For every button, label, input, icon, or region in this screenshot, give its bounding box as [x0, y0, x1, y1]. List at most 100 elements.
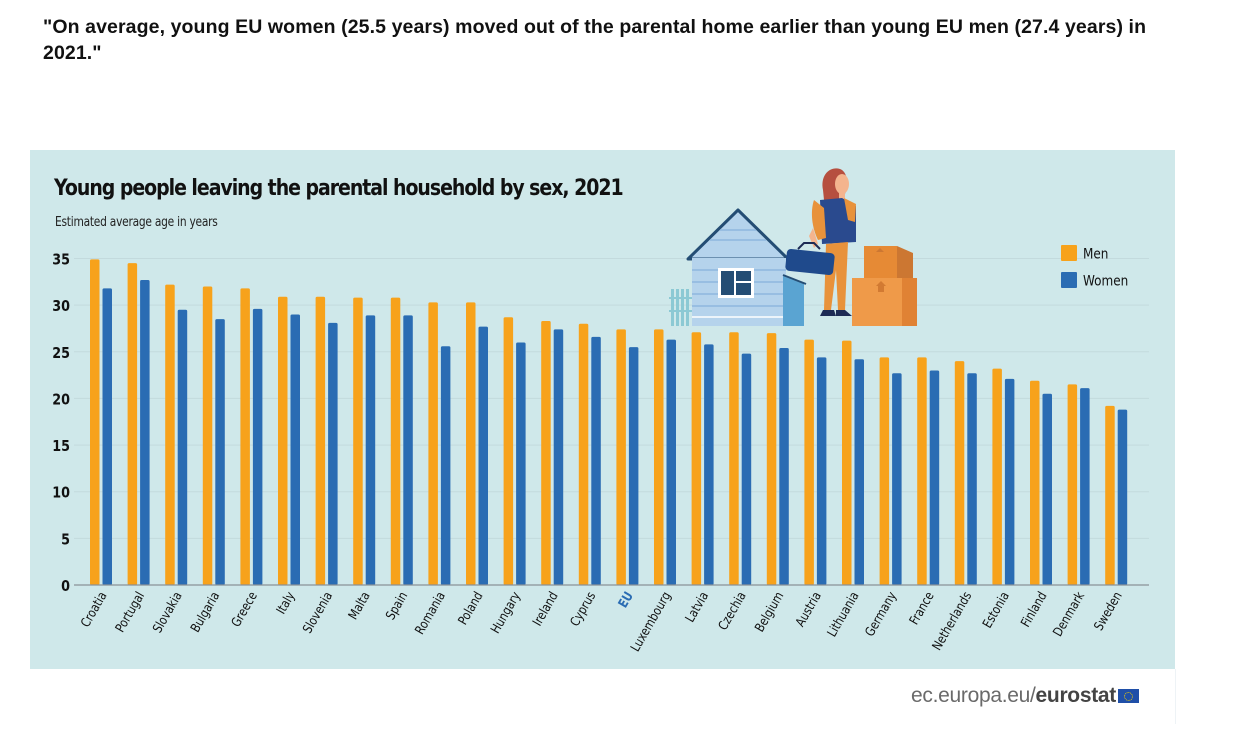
bar-women-eu	[628, 347, 639, 585]
x-tick-label: Italy	[273, 589, 298, 617]
bar-women-austria	[816, 357, 827, 585]
bar-women-lithuania	[854, 359, 864, 585]
bar-men-eu	[616, 329, 626, 585]
fence-icon	[669, 289, 693, 326]
source-prefix: ec.europa.eu/	[911, 684, 1036, 707]
bar-men-denmark	[1067, 384, 1078, 585]
x-tick-label: Latvia	[682, 589, 711, 625]
x-tick-label: Slovakia	[149, 589, 185, 635]
bar-women-france	[929, 370, 940, 585]
x-tick-label: Romania	[412, 589, 449, 637]
x-tick-label: Germany	[862, 589, 900, 639]
y-tick-label: 15	[52, 438, 70, 455]
bar-men-sweden	[1105, 405, 1115, 585]
y-tick-label: 5	[61, 531, 70, 548]
bar-men-france	[917, 357, 927, 585]
bar-women-ireland	[553, 329, 564, 585]
bar-women-finland	[1042, 393, 1052, 585]
bar-women-netherlands	[967, 373, 977, 585]
bar-women-poland	[478, 326, 488, 585]
bar-men-italy	[278, 296, 288, 585]
headline-quote: "On average, young EU women (25.5 years)…	[43, 16, 1147, 64]
gridlines	[74, 258, 1149, 539]
moving-out-illustration	[669, 168, 917, 326]
eu-flag-icon	[1117, 689, 1139, 703]
bar-men-slovakia	[165, 284, 175, 585]
bar-women-estonia	[1004, 378, 1015, 585]
x-tick-label: Malta	[345, 589, 373, 622]
bar-men-ireland	[541, 321, 551, 585]
x-tick-label: France	[906, 589, 937, 627]
x-tick-label: EU	[615, 589, 636, 610]
y-tick-label: 35	[52, 252, 70, 269]
bar-women-slovakia	[177, 309, 188, 585]
infographic-panel: 0 5 10 15 20 25 30 35	[30, 150, 1175, 669]
x-tick-label: Croatia	[77, 589, 109, 630]
x-tick-label: Finland	[1018, 589, 1050, 630]
legend-swatch-men	[1061, 245, 1077, 261]
bar-men-netherlands	[954, 361, 965, 585]
legend: Men Women	[1061, 245, 1128, 290]
x-tick-label: Spain	[383, 589, 411, 622]
woman-icon	[809, 168, 856, 316]
bar-men-bulgaria	[202, 286, 213, 585]
bar-men-finland	[1030, 380, 1040, 585]
y-tick-label: 10	[52, 485, 70, 502]
bar-women-spain	[403, 315, 413, 585]
bar-women-belgium	[779, 348, 789, 585]
y-tick-label: 0	[61, 578, 70, 595]
x-tick-label: Portugal	[112, 589, 147, 635]
bar-women-latvia	[704, 344, 714, 585]
source-credit[interactable]: ec.europa.eu/eurostat	[911, 684, 1139, 708]
x-axis-labels: Croatia Portugal Slovakia Bulgaria Greece Ita…	[77, 589, 1125, 654]
x-tick-label: Poland	[455, 589, 486, 627]
bar-women-germany	[892, 373, 902, 585]
y-axis-ticks: 0 5 10 15 20 25 30 35	[52, 252, 70, 596]
legend-label-women: Women	[1083, 274, 1128, 290]
bar-men-croatia	[90, 259, 100, 585]
x-tick-label: Czechia	[715, 589, 749, 633]
bar-men-germany	[879, 357, 890, 585]
bar-chart: 0 5 10 15 20 25 30 35	[52, 168, 1149, 654]
bar-men-spain	[390, 297, 401, 585]
bar-men-greece	[240, 288, 250, 585]
x-tick-label: Estonia	[979, 589, 1012, 631]
x-tick-label: Bulgaria	[187, 589, 222, 635]
bar-men-malta	[353, 297, 363, 585]
bar-men-poland	[466, 302, 476, 585]
x-tick-label: Belgium	[752, 589, 787, 634]
bar-men-lithuania	[842, 340, 852, 585]
bar-women-denmark	[1080, 388, 1090, 585]
x-tick-label: Greece	[228, 589, 260, 629]
bar-women-portugal	[140, 279, 150, 585]
bar-men-slovenia	[315, 296, 326, 585]
legend-swatch-women	[1061, 272, 1077, 288]
chart-title: Young people leaving the parental househ…	[54, 176, 624, 201]
y-tick-label: 20	[52, 391, 70, 408]
x-tick-label: Cyprus	[567, 589, 599, 629]
boxes-icon	[852, 246, 917, 326]
bar-women-hungary	[516, 342, 526, 585]
bar-women-malta	[365, 315, 376, 585]
bar-men-romania	[428, 302, 438, 585]
bar-series	[90, 259, 1128, 585]
divider	[1175, 669, 1176, 724]
bar-men-cyprus	[578, 323, 589, 585]
bar-men-portugal	[127, 263, 138, 585]
bar-women-bulgaria	[215, 319, 225, 585]
bar-women-slovenia	[328, 322, 338, 585]
x-tick-label: Sweden	[1091, 589, 1125, 633]
bar-women-croatia	[102, 288, 112, 585]
x-tick-label: Hungary	[487, 589, 523, 636]
bar-women-luxembourg	[666, 339, 676, 585]
bar-women-italy	[290, 314, 300, 585]
bar-women-greece	[252, 308, 263, 585]
bag-icon	[785, 242, 835, 276]
bar-women-sweden	[1117, 409, 1128, 585]
bar-women-romania	[440, 346, 451, 585]
x-tick-label: Lithuania	[824, 589, 862, 639]
legend-label-men: Men	[1083, 247, 1108, 263]
bar-men-austria	[804, 339, 814, 585]
y-tick-label: 30	[52, 298, 70, 315]
bar-men-hungary	[503, 317, 514, 585]
